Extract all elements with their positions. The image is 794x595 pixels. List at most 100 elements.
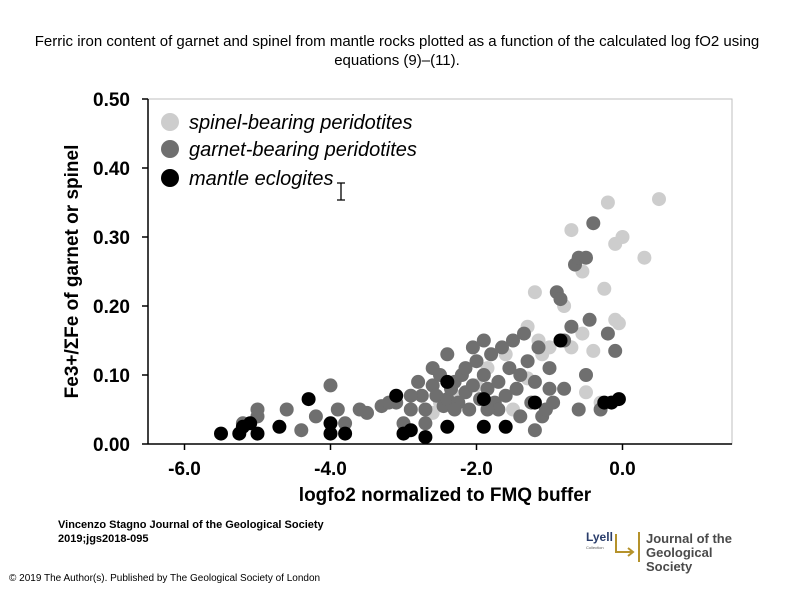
point-spinel [611, 316, 626, 331]
lyell-arrow-icon [615, 534, 635, 557]
point-garnet [418, 416, 433, 431]
point-garnet [491, 402, 506, 417]
x-tick-label: -4.0 [314, 459, 347, 480]
point-spinel [564, 223, 579, 238]
point-garnet [414, 388, 429, 403]
point-eclogite [440, 419, 455, 434]
point-garnet [509, 381, 524, 396]
point-garnet [476, 368, 491, 382]
point-garnet [465, 340, 480, 355]
point-garnet [517, 326, 531, 341]
point-garnet [531, 340, 546, 355]
point-garnet [491, 374, 506, 389]
point-garnet [600, 326, 615, 341]
text-cursor-icon [337, 182, 345, 201]
slide-title: Ferric iron content of garnet and spinel… [34, 33, 760, 69]
series-layer [214, 192, 666, 445]
point-spinel [652, 192, 666, 207]
plot-area [147, 98, 733, 445]
axes-layer: -6.0 -4.0 -2.0 0.0 0.00 0.10 0.20 0.30 0.40 0.50 l… [62, 90, 732, 506]
point-eclogite [476, 392, 491, 407]
point-eclogite [323, 426, 338, 441]
legend-label-eclogite: mantle eclogites [189, 168, 334, 190]
point-garnet [506, 333, 520, 348]
point-spinel [637, 250, 652, 265]
point-eclogite [440, 374, 455, 389]
copyright-notice: © 2019 The Author(s). Published by The G… [9, 573, 321, 584]
point-eclogite [418, 430, 433, 445]
point-garnet [403, 402, 418, 417]
series-garnet [235, 216, 623, 438]
point-garnet [546, 395, 561, 410]
point-garnet [458, 361, 473, 376]
point-eclogite [498, 419, 513, 434]
point-garnet [484, 347, 499, 362]
point-eclogite [527, 395, 542, 410]
point-garnet [469, 354, 484, 369]
y-tick-label: 0.00 [93, 435, 130, 456]
point-garnet [338, 416, 353, 431]
journal-logo-line-1: Journal of the [646, 531, 732, 546]
publisher-logo: Lyell Collection Journal of the Geologic… [582, 528, 752, 574]
point-spinel [597, 281, 612, 296]
point-garnet [513, 368, 528, 382]
point-garnet [579, 368, 593, 382]
point-garnet [527, 374, 542, 389]
point-garnet [279, 402, 294, 417]
point-garnet [586, 216, 601, 231]
point-garnet [495, 340, 509, 355]
legend-label-spinel: spinel-bearing peridotites [189, 112, 412, 134]
x-tick-label: -6.0 [168, 459, 201, 480]
journal-logo-line-2: Geological Society [646, 545, 713, 574]
legend-marker-spinel [161, 113, 179, 131]
point-garnet [520, 354, 535, 369]
series-eclogite [214, 333, 626, 445]
point-garnet [352, 402, 367, 417]
point-garnet [579, 250, 593, 265]
y-tick-label: 0.30 [93, 228, 130, 249]
point-spinel [615, 230, 630, 244]
point-garnet [571, 402, 586, 417]
point-eclogite [338, 426, 353, 441]
point-garnet [542, 381, 557, 396]
point-spinel [600, 195, 615, 210]
point-garnet [418, 402, 433, 417]
point-garnet [542, 361, 557, 376]
point-garnet [465, 378, 480, 393]
lyell-logo-text: Lyell [586, 530, 613, 544]
ibeam-cursor-shape [337, 182, 345, 201]
plot-frame [147, 98, 733, 445]
point-garnet [462, 402, 477, 417]
legend: spinel-bearing peridotites garnet-bearing… [161, 112, 417, 190]
point-garnet [498, 388, 513, 403]
point-garnet [582, 312, 597, 327]
citation: Vincenzo Stagno Journal of the Geologica… [58, 518, 324, 546]
point-garnet [553, 292, 568, 307]
y-tick-label: 0.10 [93, 366, 130, 387]
point-garnet [513, 409, 528, 424]
y-tick-label: 0.40 [93, 159, 130, 180]
point-garnet [308, 409, 323, 424]
point-garnet [502, 361, 517, 376]
point-eclogite [243, 416, 258, 431]
point-garnet [425, 361, 440, 376]
point-garnet [250, 402, 265, 417]
point-eclogite [323, 416, 338, 431]
point-eclogite [301, 392, 316, 407]
point-garnet [330, 402, 345, 417]
point-eclogite [553, 333, 568, 348]
citation-line-2: 2019;jgs2018-095 [58, 533, 149, 545]
point-garnet [608, 343, 623, 358]
point-garnet [527, 423, 542, 438]
point-eclogite [403, 423, 418, 438]
x-tick-label: -2.0 [460, 459, 493, 480]
point-eclogite [389, 388, 404, 403]
y-axis-label: Fe3+/ΣFe of garnet or spinel [62, 145, 83, 399]
lyell-logo-subtext: Collection [586, 545, 604, 550]
point-garnet [557, 381, 572, 396]
y-tick-label: 0.50 [93, 90, 130, 111]
point-garnet [403, 388, 418, 403]
point-spinel [527, 285, 542, 300]
point-spinel [586, 343, 601, 358]
